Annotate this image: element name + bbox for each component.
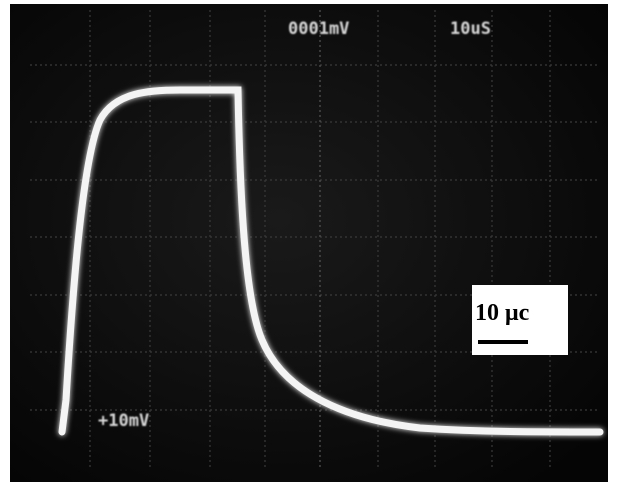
- readout: 0001mV: [288, 19, 349, 39]
- readout: 10uS: [450, 19, 491, 39]
- readout: +10mV: [98, 411, 149, 431]
- oscilloscope-photo: 0001mV 10uS +10mV 10 μc: [0, 0, 622, 486]
- page: {"screen": {"readouts": ["0001mV", "10uS…: [0, 0, 622, 486]
- scale-label: 10 μc: [475, 300, 530, 326]
